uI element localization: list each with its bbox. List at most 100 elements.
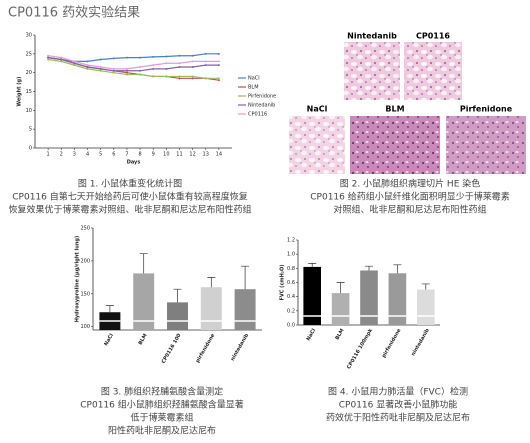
point [139, 73, 142, 76]
point [125, 73, 128, 76]
legend-label: Nintedanib [248, 103, 275, 109]
point [178, 77, 181, 80]
x-tick-label: 14 [216, 152, 222, 158]
y-tick-label: 0.2 [287, 308, 295, 314]
caption-line: CP0116 组小鼠肺组织羟脯氨酸含量显著 [80, 399, 243, 411]
point [191, 60, 194, 63]
y-tick-label: 5 [29, 127, 32, 133]
x-tick-label: pirfenidone [195, 332, 217, 364]
point [47, 58, 50, 61]
point [178, 66, 181, 69]
bar [416, 289, 435, 325]
x-tick-label: 4 [86, 152, 89, 158]
x-tick-label: 10 [163, 152, 169, 158]
y-tick-label: 200 [80, 258, 90, 264]
x-tick-label: nintedanib [230, 332, 251, 362]
caption-line: CP0116 显著改善小鼠肺功能 [339, 399, 457, 411]
error-bar [241, 265, 250, 290]
y-tick-label: 0.8 [287, 266, 295, 272]
error-bar [365, 265, 373, 271]
y-tick-label: 1.0 [287, 252, 295, 258]
series-line [48, 55, 219, 70]
panel-image [289, 116, 345, 174]
point [191, 54, 194, 57]
point [112, 57, 115, 60]
y-tick-label: 25 [26, 51, 32, 57]
y-tick-label: 15 [26, 89, 32, 95]
bar [360, 270, 378, 325]
y-tick-label: 150 [80, 291, 90, 297]
y-tick-label: 0.0 [287, 323, 295, 329]
panel-image [350, 116, 440, 174]
point [99, 58, 102, 61]
point [139, 66, 142, 69]
point [125, 56, 128, 59]
point [99, 66, 102, 69]
x-tick-label: 2 [60, 152, 63, 158]
legend-label: BLM [248, 85, 259, 91]
bar [200, 287, 222, 330]
y-tick-label: 0 [29, 146, 32, 152]
point [178, 62, 181, 65]
point [217, 64, 220, 67]
panel-image [404, 42, 462, 100]
point [112, 69, 115, 72]
caption-line: 图 4. 小鼠用力肺活量（FVC）检测 [328, 386, 468, 398]
point [139, 69, 142, 72]
caption-line: 对照组、吡非尼酮和尼达尼布阳性药组 [333, 204, 486, 216]
y-tick-label: 30 [26, 33, 32, 39]
x-tick-label: BLM [138, 333, 149, 346]
x-tick-label: 11 [176, 152, 182, 158]
caption-line: 图 2. 小鼠肺组织病理切片 HE 染色 [340, 178, 481, 190]
point [86, 67, 89, 70]
y-axis-label: Weight (g) [17, 77, 23, 107]
x-tick-label: NaCl [306, 328, 318, 342]
point [47, 56, 50, 59]
point [86, 60, 89, 63]
error-bar [336, 282, 345, 294]
point [217, 77, 220, 80]
point [139, 56, 142, 59]
point [152, 75, 155, 78]
x-tick-label: 3 [73, 152, 76, 158]
panel-image [446, 116, 526, 174]
point [165, 75, 168, 78]
point [165, 62, 168, 65]
x-tick-label: 13 [203, 152, 209, 158]
panel-label: Nintedanib [347, 32, 397, 41]
point [217, 60, 220, 63]
y-tick-label: 0.6 [287, 280, 295, 286]
point [217, 52, 220, 55]
error-bar [308, 263, 317, 267]
y-tick-label: 100 [80, 324, 90, 330]
histology: Nintedanib CP0116 NaCl BLM Pirfenidone [289, 32, 526, 174]
point [86, 66, 89, 69]
point [191, 66, 194, 69]
x-tick-label: 9 [152, 152, 155, 158]
point [217, 79, 220, 82]
bar [303, 266, 322, 325]
bar [331, 293, 350, 325]
x-tick-label: pirfenidone [381, 327, 403, 359]
y-tick-label: 10 [26, 108, 32, 114]
error-bar [393, 264, 402, 274]
y-tick-label: 250 [80, 226, 90, 232]
bar [133, 273, 155, 330]
page-title: CP0116 药效实验结果 [8, 5, 140, 21]
point [204, 52, 207, 55]
x-tick-label: CP0116 100 [161, 332, 183, 364]
point [191, 75, 194, 78]
point [47, 54, 50, 57]
point [204, 64, 207, 67]
caption-line: CP0116 给药组小鼠纤维化面积明显少于博莱霉素 [310, 191, 509, 203]
error-bar [207, 277, 216, 288]
x-tick-label: nintedanib [410, 327, 431, 357]
caption-line: CP0116 自第七天开始给药后可使小鼠体重有较高程度恢复 [12, 191, 247, 203]
point [125, 67, 128, 70]
point [125, 69, 128, 72]
point [152, 55, 155, 58]
point [165, 55, 168, 58]
x-tick-label: 6 [112, 152, 115, 158]
y-axis-label: FVC (cmH₂O) [280, 264, 286, 300]
